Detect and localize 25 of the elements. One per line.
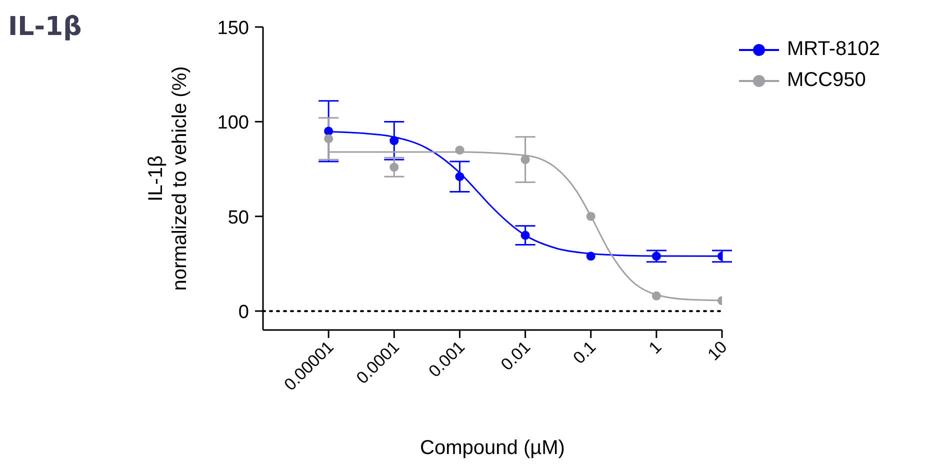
x-tick-label: 10 bbox=[704, 337, 731, 364]
point bbox=[390, 136, 399, 146]
y-tick-label: 150 bbox=[217, 18, 249, 39]
x-tick-label: 0.01 bbox=[497, 337, 534, 374]
legend-label: MRT-8102 bbox=[786, 38, 880, 61]
point bbox=[324, 126, 334, 136]
y-axis-title: IL-1β normalized to vehicle (%) bbox=[145, 66, 191, 291]
point bbox=[586, 252, 596, 261]
text: IL-1β bbox=[8, 12, 82, 42]
point bbox=[520, 230, 530, 240]
x-tick-label: 1 bbox=[645, 337, 666, 358]
y-tick-label: 0 bbox=[238, 302, 249, 324]
point bbox=[586, 212, 596, 221]
point bbox=[652, 291, 661, 300]
point bbox=[324, 134, 334, 144]
point bbox=[455, 146, 464, 155]
x-tick-label: 0.1 bbox=[570, 337, 600, 368]
y-tick-label: 100 bbox=[217, 112, 249, 134]
y-tick-label: 50 bbox=[228, 207, 249, 228]
legend-label: MCC950 bbox=[786, 69, 866, 92]
point bbox=[520, 155, 530, 164]
x-axis-title: Compound (µM) bbox=[420, 437, 565, 459]
point bbox=[455, 172, 464, 182]
point bbox=[390, 162, 399, 172]
point bbox=[652, 252, 661, 261]
